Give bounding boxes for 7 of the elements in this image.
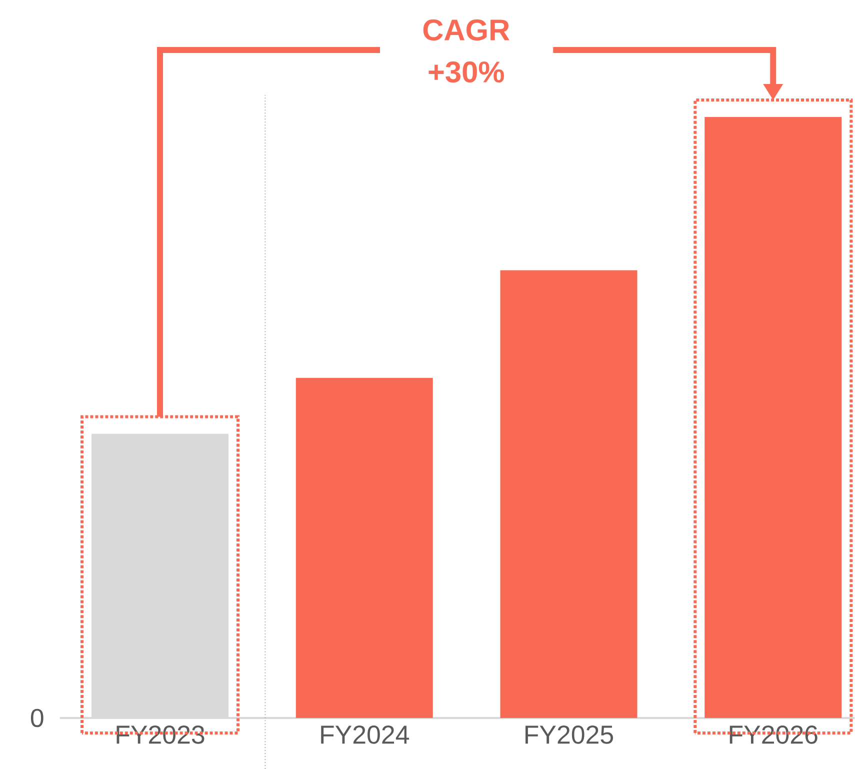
- text: 0: [30, 708, 44, 728]
- x-tick-label: FY2025: [526, 726, 614, 744]
- bar: [500, 270, 638, 718]
- text: +30%: [428, 61, 504, 83]
- bar: [704, 116, 842, 718]
- x-tick-label: FY2024: [321, 726, 409, 744]
- text: CAGR: [423, 19, 510, 41]
